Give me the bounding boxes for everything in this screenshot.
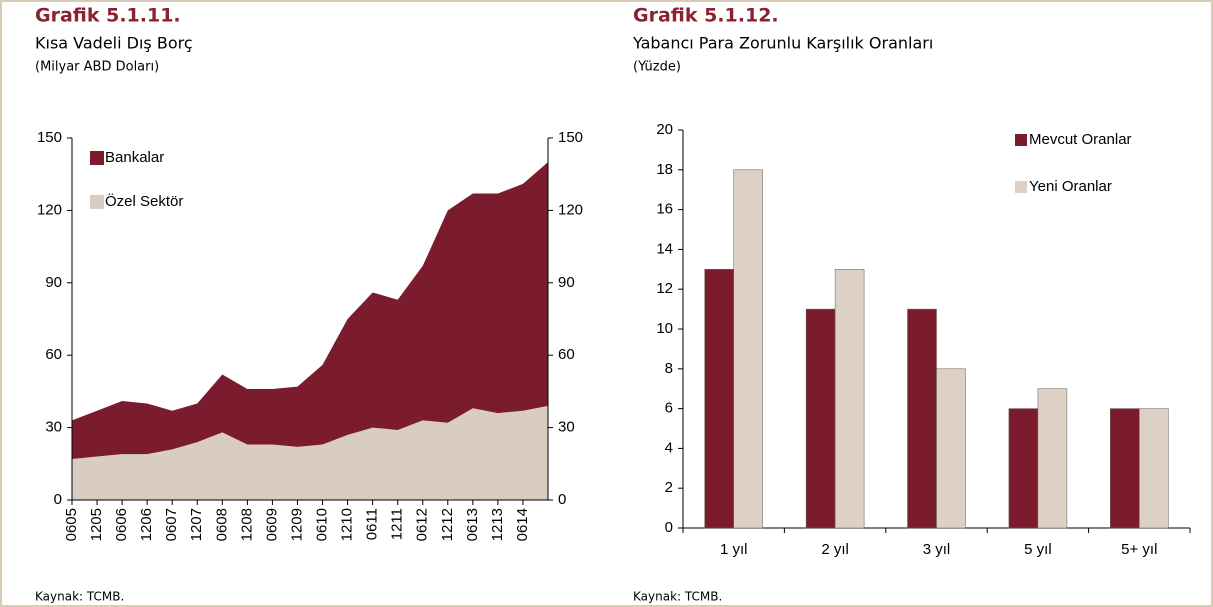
x-tick-label: 0609	[263, 508, 280, 541]
legend-label: Yeni Oranlar	[1029, 178, 1112, 195]
y2-tick-label: 150	[558, 129, 583, 146]
x-tick-label: 0608	[213, 508, 230, 541]
x-tick-label: 0613	[464, 508, 481, 541]
x-tick-label: 0614	[514, 508, 531, 541]
legend-swatch	[90, 151, 104, 165]
bar	[704, 269, 734, 529]
x-tick-label: 1208	[238, 508, 255, 541]
y-tick-label: 18	[656, 161, 673, 178]
x-tick-label: 2 yıl	[821, 541, 849, 558]
chart-unit: (Milyar ABD Doları)	[35, 60, 159, 75]
y-tick-label: 2	[665, 479, 673, 496]
chart-subtitle: Yabancı Para Zorunlu Karşılık Oranları	[632, 34, 933, 53]
y-tick-label: 30	[45, 419, 62, 436]
x-tick-label: 1212	[439, 508, 456, 541]
y-tick-label: 14	[656, 240, 673, 257]
y-tick-label: 60	[45, 346, 62, 363]
y-tick-label: 90	[45, 274, 62, 291]
x-tick-label: 1213	[489, 508, 506, 541]
legend-label: Bankalar	[105, 149, 164, 166]
x-tick-label: 1 yıl	[720, 541, 748, 558]
bar	[1008, 408, 1039, 529]
x-tick-label: 0607	[163, 508, 180, 541]
x-tick-label: 1207	[188, 508, 205, 541]
x-tick-label: 3 yıl	[923, 541, 951, 558]
bar	[1110, 408, 1140, 529]
bar	[733, 169, 763, 529]
y2-tick-label: 60	[558, 346, 575, 363]
x-tick-label: 0606	[113, 508, 130, 541]
x-tick-label: 1211	[389, 508, 406, 540]
x-tick-label: 5+ yıl	[1121, 541, 1157, 558]
legend-swatch	[1015, 181, 1027, 193]
y2-tick-label: 120	[558, 201, 583, 218]
legend-label: Özel Sektör	[105, 192, 183, 210]
bar	[1139, 408, 1169, 529]
chart-subtitle: Kısa Vadeli Dış Borç	[35, 34, 193, 53]
source: Kaynak: TCMB.	[35, 590, 124, 604]
x-tick-label: 0610	[313, 508, 330, 541]
x-tick-label: 0605	[63, 508, 80, 541]
x-tick-label: 1206	[138, 508, 155, 541]
bar	[1037, 388, 1068, 529]
y-tick-label: 8	[665, 360, 673, 377]
legend-swatch	[90, 195, 104, 209]
x-tick-label: 1205	[88, 508, 105, 541]
y-tick-label: 10	[656, 320, 673, 337]
y-tick-label: 16	[656, 201, 673, 218]
bar	[936, 368, 966, 529]
x-tick-label: 5 yıl	[1024, 541, 1052, 558]
source: Kaynak: TCMB.	[633, 590, 722, 604]
legend-swatch	[1015, 134, 1027, 146]
y2-tick-label: 90	[558, 274, 575, 291]
y-tick-label: 0	[54, 491, 62, 508]
y-tick-label: 4	[665, 439, 673, 456]
chart-title: Grafik 5.1.12.	[633, 5, 779, 27]
legend-label: Mevcut Oranlar	[1029, 131, 1132, 148]
chart-title: Grafik 5.1.11.	[35, 5, 181, 27]
y-tick-label: 12	[656, 280, 673, 297]
y-tick-label: 20	[656, 121, 673, 138]
x-tick-label: 0612	[414, 508, 431, 541]
bar	[907, 308, 937, 529]
bar	[834, 269, 865, 529]
area	[72, 405, 548, 500]
x-tick-label: 1210	[339, 508, 356, 541]
area	[72, 162, 548, 459]
y-tick-label: 6	[665, 400, 673, 417]
chart-unit: (Yüzde)	[633, 60, 681, 75]
y2-tick-label: 30	[558, 419, 575, 436]
y-tick-label: 150	[37, 129, 62, 146]
x-tick-label: 0611	[364, 508, 381, 540]
y-tick-label: 0	[665, 519, 673, 536]
y2-tick-label: 0	[558, 491, 566, 508]
y-tick-label: 120	[37, 201, 62, 218]
bar	[805, 308, 836, 529]
x-tick-label: 1209	[288, 508, 305, 541]
